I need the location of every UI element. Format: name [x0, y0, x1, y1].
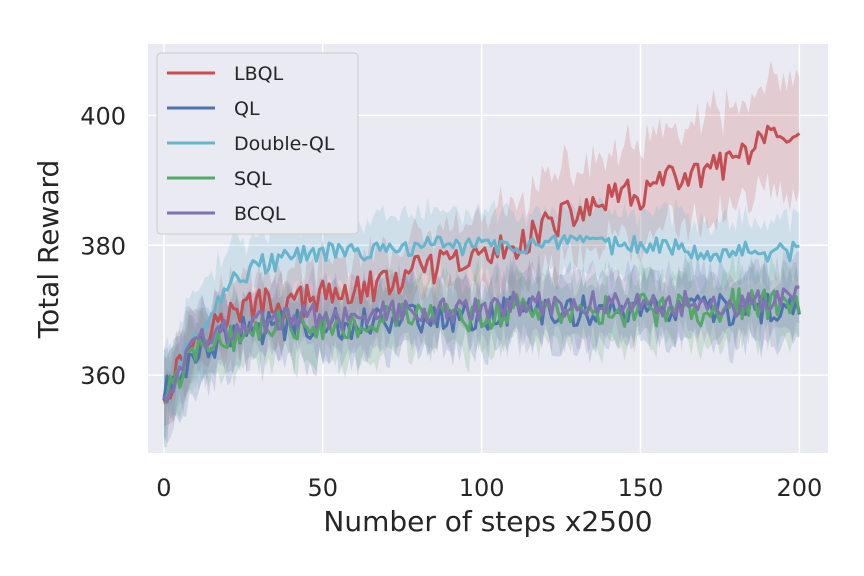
series-lines [162, 124, 801, 405]
x-tick-label: 150 [618, 474, 664, 502]
series-line-sql [163, 287, 801, 405]
y-tick-label: 360 [80, 362, 126, 390]
series-line-lbql [162, 124, 801, 403]
series-line-bcql [162, 285, 800, 404]
band-lbql [163, 59, 800, 427]
legend-label: QL [234, 98, 260, 120]
legend-box [156, 52, 359, 235]
legend-label: Double-QL [234, 133, 335, 155]
series-line-double-ql [162, 234, 800, 398]
legend-label: SQL [234, 168, 272, 190]
x-tick-label: 0 [156, 474, 171, 502]
y-axis-label: Total Reward [32, 160, 65, 340]
x-tick-label: 100 [459, 474, 505, 502]
band-double-ql [163, 194, 800, 444]
legend: LBQL QL Double-QL SQL BCQL [156, 52, 359, 235]
x-tick-label: 50 [307, 474, 338, 502]
legend-label: BCQL [234, 203, 286, 225]
x-tick-label: 200 [776, 474, 822, 502]
tick-labels: 0 50 100 150 200 360 380 400 [80, 102, 822, 502]
y-tick-label: 380 [80, 232, 126, 260]
x-axis-label: Number of steps x2500 [323, 505, 652, 538]
y-tick-label: 400 [80, 102, 126, 130]
legend-label: LBQL [234, 63, 284, 85]
